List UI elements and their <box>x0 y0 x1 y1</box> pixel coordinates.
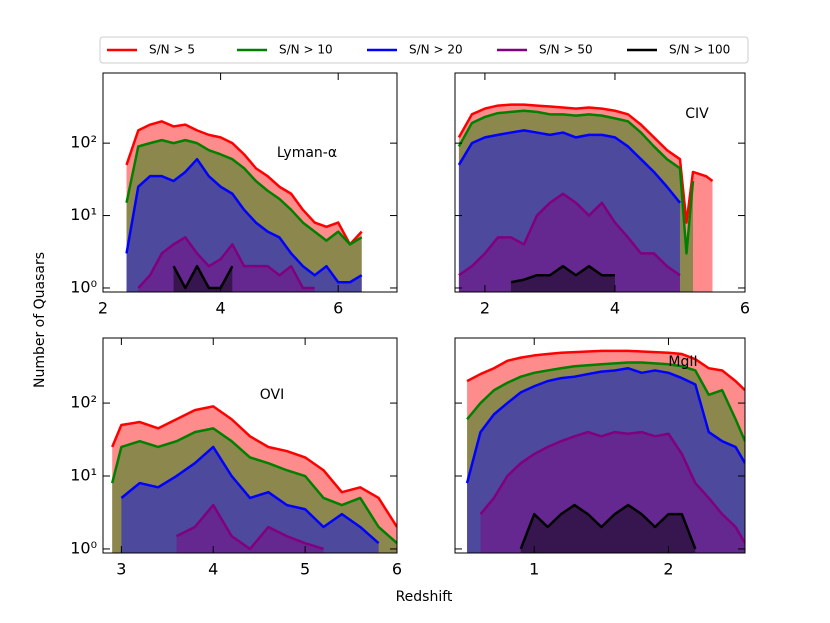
series-line <box>458 192 681 277</box>
series-line <box>111 405 397 528</box>
x-tick-label: 3 <box>116 560 126 579</box>
plot-area <box>457 103 714 292</box>
series-line <box>110 427 397 545</box>
series-line <box>125 157 363 284</box>
x-tick-label: 4 <box>610 299 620 318</box>
series-line <box>465 367 745 484</box>
y-tick-label: 10¹ <box>70 466 97 485</box>
x-tick-label: 6 <box>740 299 750 318</box>
axes-frame <box>454 337 746 554</box>
axes-frame <box>102 72 398 293</box>
legend-label: S/N > 10 <box>279 43 333 57</box>
x-tick-label: 2 <box>663 560 673 579</box>
series-area <box>126 121 362 292</box>
plot-area <box>125 120 363 292</box>
series-area <box>126 140 362 292</box>
series-line <box>519 503 697 550</box>
series-area <box>480 432 745 553</box>
series-area <box>467 368 745 553</box>
plot-area <box>110 405 397 553</box>
legend-label: S/N > 50 <box>539 43 593 57</box>
y-tick-label: 10² <box>70 133 97 152</box>
series-line <box>137 236 315 290</box>
series-line <box>172 264 234 290</box>
y-axis-label: Number of Quasars <box>32 252 48 388</box>
panel-label: Lyman-α <box>277 145 337 161</box>
series-line <box>175 503 324 551</box>
series-area <box>520 505 696 553</box>
legend-label: S/N > 100 <box>669 43 730 57</box>
series-area <box>176 505 324 553</box>
series-area <box>138 237 315 292</box>
axes-frame <box>454 72 746 293</box>
series-line <box>457 129 681 204</box>
series-area <box>467 362 745 553</box>
axes-frame <box>102 337 398 554</box>
panel-label: MgII <box>668 354 697 370</box>
x-tick-label: 5 <box>300 560 310 579</box>
x-tick-label: 4 <box>216 299 226 318</box>
plot-area <box>465 349 745 553</box>
series-area <box>458 193 680 292</box>
x-axis-label: Redshift <box>396 589 453 605</box>
x-tick-label: 2 <box>98 299 108 318</box>
series-line <box>466 361 745 442</box>
legend-frame <box>99 36 749 64</box>
series-area <box>458 130 680 292</box>
y-tick-label: 10⁰ <box>70 538 97 557</box>
series-line <box>457 109 695 255</box>
y-tick-label: 10⁰ <box>70 277 97 296</box>
series-area <box>467 350 745 553</box>
series-line <box>457 103 714 224</box>
series-line <box>120 445 380 545</box>
series-line <box>125 138 363 246</box>
y-tick-label: 10¹ <box>70 205 97 224</box>
y-tick-label: 10² <box>70 393 97 412</box>
series-area <box>112 406 397 553</box>
panel-label: OVI <box>260 387 284 403</box>
legend-label: S/N > 20 <box>409 43 463 57</box>
x-tick-label: 6 <box>333 299 343 318</box>
series-area <box>510 266 615 292</box>
series-line <box>479 430 745 544</box>
panel-label: CIV <box>685 106 709 122</box>
x-tick-label: 2 <box>480 299 490 318</box>
legend-label: S/N > 5 <box>149 43 195 57</box>
series-line <box>125 120 363 246</box>
series-area <box>112 428 397 553</box>
x-tick-label: 6 <box>392 560 402 579</box>
series-area <box>126 159 362 292</box>
series-area <box>121 446 379 553</box>
series-line <box>466 349 745 392</box>
series-area <box>458 104 713 292</box>
x-tick-label: 4 <box>208 560 218 579</box>
x-tick-label: 1 <box>529 560 539 579</box>
series-line <box>510 264 615 284</box>
